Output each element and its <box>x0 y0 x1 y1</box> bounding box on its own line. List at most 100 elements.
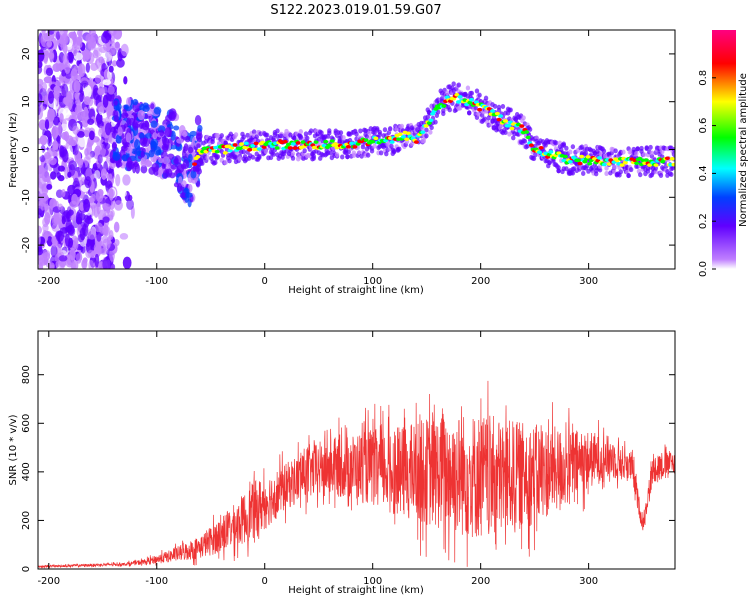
spectral-ridge-point <box>300 140 306 144</box>
spectral-blob <box>59 151 65 158</box>
spectral-blob <box>180 163 187 170</box>
spectral-blob <box>82 50 92 60</box>
snr-y-tick-label: 800 <box>21 365 32 384</box>
spectral-blob <box>126 97 132 107</box>
spectral-blob <box>75 211 81 225</box>
spectral-blob <box>38 49 45 62</box>
spectral-blob <box>188 153 193 163</box>
spectral-blob <box>399 123 405 129</box>
spectral-blob <box>290 155 296 161</box>
spectral-ridge-point <box>441 104 447 108</box>
spectral-blob <box>115 174 121 187</box>
spectral-blob <box>176 138 184 144</box>
spectral-blob <box>184 192 193 198</box>
spectral-ridge-point <box>490 109 496 113</box>
spectral-blob <box>298 135 303 141</box>
spectral-ridge-point <box>577 161 583 166</box>
spectral-blob <box>227 158 232 164</box>
spectral-blob <box>102 216 110 223</box>
spectral-blob <box>197 137 202 143</box>
spectral-ridge-point <box>253 141 259 146</box>
spectral-blob <box>492 103 498 109</box>
spectral-blob <box>38 119 47 130</box>
spectral-blob <box>44 119 50 130</box>
spectral-ridge-point <box>420 130 426 134</box>
spectral-blob <box>62 107 71 119</box>
spectral-blob <box>604 165 609 171</box>
spectral-blob <box>467 110 472 116</box>
spectral-blob <box>119 232 129 240</box>
spectral-blob <box>85 152 93 160</box>
spectral-blob <box>46 236 53 247</box>
spectral-blob <box>85 33 94 44</box>
spectral-blob <box>570 144 576 150</box>
spectral-blob <box>122 174 131 186</box>
spectral-blob <box>372 143 377 149</box>
spectral-blob <box>465 85 471 91</box>
spectral-blob <box>83 106 89 121</box>
spectral-blob <box>108 45 116 56</box>
spectral-blob <box>384 151 389 157</box>
spectral-ridge-point <box>669 156 675 161</box>
spectral-blob <box>564 166 569 172</box>
snr-x-tick-label: -200 <box>37 576 60 587</box>
spectral-blob <box>46 183 53 190</box>
spectrogram-y-tick-label: 20 <box>21 48 32 61</box>
spectral-blob <box>67 89 75 104</box>
spectral-blob <box>170 164 179 170</box>
spectral-blob <box>38 225 42 235</box>
spectral-blob <box>351 150 357 156</box>
spectral-blob <box>279 133 284 139</box>
spectral-ridge-point <box>285 142 291 147</box>
spectral-ridge-point <box>287 146 293 150</box>
spectral-ridge-point <box>653 163 659 167</box>
spectral-blob <box>500 103 506 109</box>
spectral-blob <box>53 216 61 225</box>
spectral-blob <box>47 108 55 122</box>
spectral-blob <box>377 129 383 135</box>
spectral-blob <box>358 128 363 134</box>
spectrogram-x-tick-label: -200 <box>37 276 60 287</box>
spectral-blob <box>190 170 197 179</box>
spectral-blob <box>68 139 77 147</box>
spectral-ridge-point <box>506 123 512 128</box>
spectral-ridge-point <box>444 95 450 100</box>
spectral-blob <box>152 132 158 140</box>
spectral-blob <box>45 67 54 77</box>
spectral-ridge-point <box>567 159 573 164</box>
spectrogram-x-label: Height of straight line (km) <box>288 285 424 296</box>
spectral-blob <box>108 65 114 73</box>
spectral-blob <box>51 223 60 232</box>
spectral-blob <box>601 148 607 154</box>
spectral-blob <box>84 216 94 225</box>
spectral-ridge-point <box>494 111 500 116</box>
spectral-blob <box>328 150 333 156</box>
spectral-blob <box>162 169 169 179</box>
spectral-blob <box>59 75 66 82</box>
spectral-blob <box>597 167 603 173</box>
spectral-blob <box>360 144 366 150</box>
spectral-blob <box>38 246 44 256</box>
spectral-blob <box>223 159 228 165</box>
spectral-blob <box>133 139 141 151</box>
spectral-blob <box>67 54 73 61</box>
spectral-ridge-point <box>227 148 233 153</box>
spectral-blob <box>150 103 155 110</box>
spectral-blob <box>477 92 482 98</box>
spectral-blob <box>38 208 43 215</box>
spectral-blob <box>140 165 148 174</box>
spectral-ridge-point <box>457 95 463 99</box>
spectral-blob <box>102 257 112 269</box>
spectral-blob <box>70 261 77 269</box>
spectral-blob <box>113 114 119 123</box>
spectral-blob <box>53 162 61 175</box>
spectral-blob <box>263 148 269 154</box>
spectral-ridge-point <box>502 119 508 123</box>
spectral-blob <box>173 158 179 165</box>
spectral-blob <box>340 154 345 160</box>
snr-y-label: SNR (10 * v/v) <box>8 414 19 485</box>
spectral-ridge-point <box>582 159 588 164</box>
spectral-ridge-point <box>373 136 379 141</box>
spectral-blob <box>79 92 84 103</box>
spectral-blob <box>113 221 120 233</box>
